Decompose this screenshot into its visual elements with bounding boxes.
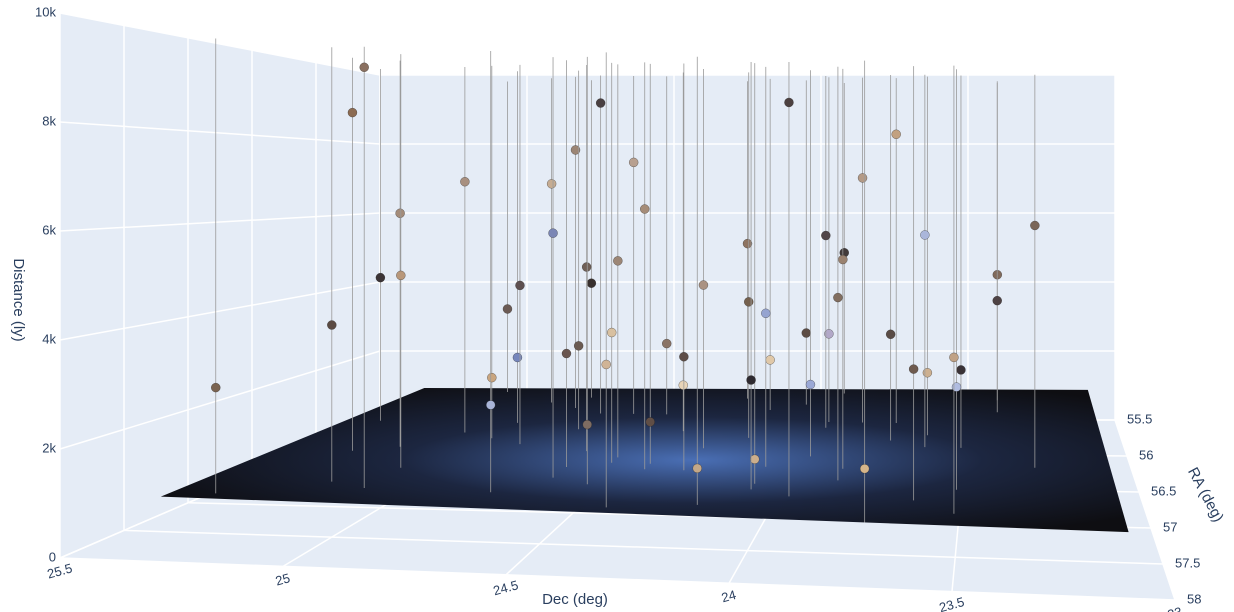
z-tick-label: 0 <box>49 549 56 564</box>
star-point <box>860 464 869 473</box>
star-point <box>838 255 847 264</box>
star-point <box>582 263 591 272</box>
z-tick-label: 10k <box>35 4 56 19</box>
star-point <box>858 173 867 182</box>
star-point <box>596 99 605 108</box>
star-point <box>750 455 759 464</box>
chart: 02k4k6k8k10k25.52524.52423.52355.55656.5… <box>0 0 1234 612</box>
y-axis-title: Dec (deg) <box>542 591 608 608</box>
star-point <box>547 179 556 188</box>
scene: 02k4k6k8k10k25.52524.52423.52355.55656.5… <box>35 4 1201 612</box>
star-point <box>360 63 369 72</box>
star-point <box>923 368 932 377</box>
z-axis-title: Distance (ly) <box>10 258 27 341</box>
star-point <box>348 108 357 117</box>
star-point <box>892 130 901 139</box>
star-point <box>679 381 688 390</box>
y-tick-label: 24 <box>720 587 738 605</box>
star-point <box>993 296 1002 305</box>
star-point <box>513 353 522 362</box>
star-point <box>376 273 385 282</box>
star-point <box>640 205 649 214</box>
star-point <box>821 231 830 240</box>
z-tick-label: 6k <box>42 222 56 237</box>
star-point <box>744 297 753 306</box>
z-tick-label: 8k <box>42 113 56 128</box>
x-tick-label: 57 <box>1163 519 1177 534</box>
y-tick-label: 25 <box>274 570 292 588</box>
star-point <box>886 330 895 339</box>
star-point <box>396 271 405 280</box>
star-point <box>1030 221 1039 230</box>
star-point <box>956 365 965 374</box>
star-point <box>699 281 708 290</box>
star-point <box>952 383 961 392</box>
z-tick-label: 4k <box>42 331 56 346</box>
star-point <box>460 177 469 186</box>
z-tick-label: 2k <box>42 440 56 455</box>
star-point <box>487 373 496 382</box>
star-point <box>574 341 583 350</box>
star-point <box>396 209 405 218</box>
star-point <box>833 293 842 302</box>
x-tick-label: 58 <box>1187 591 1201 606</box>
star-point <box>587 279 596 288</box>
star-point <box>802 329 811 338</box>
star-point <box>920 230 929 239</box>
star-point <box>503 304 512 313</box>
star-point <box>549 229 558 238</box>
star-point <box>949 353 958 362</box>
x-tick-label: 57.5 <box>1175 555 1200 570</box>
star-point <box>613 256 622 265</box>
y-tick-label: 23 <box>1166 604 1184 612</box>
star-point <box>662 339 671 348</box>
x-tick-label: 56 <box>1139 447 1153 462</box>
x-tick-label: 56.5 <box>1151 483 1176 498</box>
star-point <box>766 355 775 364</box>
star-point <box>747 376 756 385</box>
star-point <box>562 349 571 358</box>
star-point <box>486 400 495 409</box>
star-point <box>761 309 770 318</box>
star-point <box>693 464 702 473</box>
star-point <box>607 328 616 337</box>
x-axis-title: RA (deg) <box>1184 465 1227 525</box>
y-tick-label: 23.5 <box>938 594 966 612</box>
star-point <box>909 365 918 374</box>
star-point <box>602 360 611 369</box>
x-tick-label: 55.5 <box>1127 411 1152 426</box>
y-tick-label: 24.5 <box>492 577 520 598</box>
star-point <box>743 239 752 248</box>
star-point <box>327 321 336 330</box>
star-point <box>784 98 793 107</box>
star-point <box>806 380 815 389</box>
star-point <box>629 158 638 167</box>
star-point <box>583 420 592 429</box>
star-point <box>679 352 688 361</box>
star-point <box>211 383 220 392</box>
star-point <box>515 281 524 290</box>
star-point <box>646 417 655 426</box>
